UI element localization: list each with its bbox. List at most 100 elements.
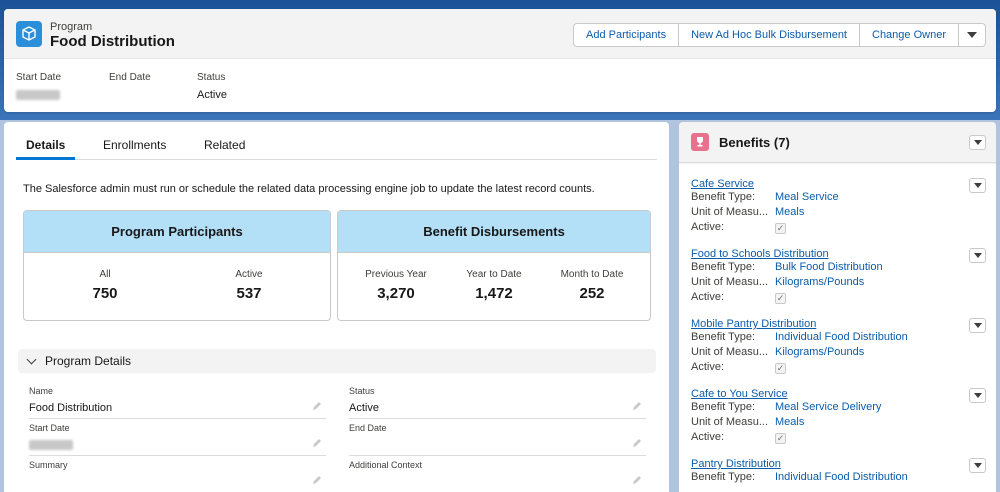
active-row: Active: ✓ — [691, 220, 991, 235]
benefit-type-row: Benefit Type: Individual Food Distributio… — [691, 330, 991, 345]
list-item: Food to Schools Distribution Benefit Typ… — [691, 248, 991, 305]
field-value: Food Distribution — [29, 402, 113, 414]
field-label: Start Date — [29, 423, 70, 433]
active-checkbox: ✓ — [775, 293, 786, 304]
stat-label: Active — [235, 269, 263, 280]
row-menu-button[interactable] — [969, 388, 986, 403]
benefits-menu-button[interactable] — [969, 135, 986, 150]
add-participants-button[interactable]: Add Participants — [574, 24, 680, 46]
row-label: Unit of Measu... — [691, 416, 769, 428]
tab-enrollments[interactable]: Enrollments — [103, 138, 167, 152]
row-label: Benefit Type: — [691, 401, 756, 413]
highlight-value-redacted — [16, 89, 61, 101]
unit-link[interactable]: Kilograms/Pounds — [775, 276, 865, 288]
benefit-type-link[interactable]: Meal Service — [775, 191, 839, 203]
pencil-icon[interactable] — [632, 401, 642, 411]
field-value-redacted — [29, 439, 326, 451]
section-title: Program Details — [45, 354, 132, 368]
unit-link[interactable]: Meals — [775, 206, 805, 218]
benefit-link[interactable]: Mobile Pantry Distribution — [691, 318, 817, 330]
field-label: Additional Context — [349, 460, 423, 470]
benefit-type-row: Benefit Type: Meal Service — [691, 190, 991, 205]
active-tab-indicator — [16, 157, 75, 160]
field-end-date: End Date — [349, 420, 646, 456]
field-status: Status Active — [349, 383, 646, 419]
unit-row: Unit of Measu... Kilograms/Pounds — [691, 275, 991, 290]
row-label: Unit of Measu... — [691, 276, 769, 288]
stat-year-to-date: Year to Date 1,472 — [444, 269, 544, 302]
row-label: Benefit Type: — [691, 331, 756, 343]
row-menu-button[interactable] — [969, 458, 986, 473]
benefit-type-link[interactable]: Meal Service Delivery — [775, 401, 882, 413]
chevron-down-icon — [973, 183, 982, 188]
chevron-down-icon — [973, 393, 982, 398]
notice-text: The Salesforce admin must run or schedul… — [23, 183, 595, 195]
pencil-icon[interactable] — [312, 438, 322, 448]
chevron-down-icon — [26, 354, 37, 364]
list-item: Cafe to You Service Benefit Type: Meal Se… — [691, 388, 991, 445]
active-checkbox: ✓ — [775, 433, 786, 444]
more-actions-button[interactable] — [959, 24, 985, 46]
row-label: Benefit Type: — [691, 261, 756, 273]
field-name: Name Food Distribution — [29, 383, 326, 419]
benefit-link[interactable]: Food to Schools Distribution — [691, 248, 829, 260]
tab-bar: Details Enrollments Related — [16, 122, 657, 160]
unit-row: Unit of Measu... Meals — [691, 415, 991, 430]
row-label: Active: — [691, 221, 725, 233]
pencil-icon[interactable] — [632, 438, 642, 448]
list-item: Mobile Pantry Distribution Benefit Type:… — [691, 318, 991, 375]
row-menu-button[interactable] — [969, 248, 986, 263]
field-label: Summary — [29, 460, 68, 470]
change-owner-button[interactable]: Change Owner — [860, 24, 959, 46]
tab-related[interactable]: Related — [204, 138, 246, 152]
active-checkbox: ✓ — [775, 363, 786, 374]
stat-value: 537 — [236, 285, 262, 302]
active-row: Active: ✓ — [691, 290, 991, 305]
chevron-down-icon — [973, 463, 982, 468]
benefit-disbursements-card: Benefit Disbursements Previous Year 3,27… — [337, 210, 651, 321]
highlight-start-date: Start Date — [16, 72, 61, 101]
benefit-type-link[interactable]: Bulk Food Distribution — [775, 261, 883, 273]
row-label: Benefit Type: — [691, 471, 756, 483]
row-menu-button[interactable] — [969, 178, 986, 193]
list-item: Cafe Service Benefit Type: Meal Service U… — [691, 178, 991, 235]
program-details-section-toggle[interactable]: Program Details — [18, 349, 656, 373]
new-ad-hoc-bulk-disbursement-button[interactable]: New Ad Hoc Bulk Disbursement — [679, 24, 860, 46]
unit-link[interactable]: Meals — [775, 416, 805, 428]
benefit-type-row: Benefit Type: Bulk Food Distribution — [691, 260, 991, 275]
stat-active: Active 537 — [199, 269, 299, 302]
list-item: Pantry Distribution Benefit Type: Individ… — [691, 458, 991, 485]
stat-previous-year: Previous Year 3,270 — [346, 269, 446, 302]
unit-link[interactable]: Kilograms/Pounds — [775, 346, 865, 358]
pencil-icon[interactable] — [312, 475, 322, 485]
benefit-type-link[interactable]: Individual Food Distribution — [775, 471, 908, 483]
benefit-link[interactable]: Cafe Service — [691, 178, 754, 190]
row-label: Unit of Measu... — [691, 206, 769, 218]
benefit-type-row: Benefit Type: Meal Service Delivery — [691, 400, 991, 415]
row-label: Unit of Measu... — [691, 346, 769, 358]
benefits-header: Benefits (7) — [679, 122, 996, 163]
row-menu-button[interactable] — [969, 318, 986, 333]
highlight-end-date: End Date — [109, 72, 151, 89]
field-label: Name — [29, 386, 54, 396]
stat-value: 750 — [92, 285, 118, 302]
tab-details[interactable]: Details — [26, 138, 66, 152]
record-name: Food Distribution — [50, 33, 175, 50]
benefit-type-link[interactable]: Individual Food Distribution — [775, 331, 908, 343]
benefit-link[interactable]: Cafe to You Service — [691, 388, 788, 400]
active-row: Active: ✓ — [691, 360, 991, 375]
unit-row: Unit of Measu... Meals — [691, 205, 991, 220]
stat-label: Previous Year — [365, 269, 427, 280]
highlight-status: Status Active — [197, 72, 227, 101]
pencil-icon[interactable] — [312, 401, 322, 411]
stat-label: Year to Date — [466, 269, 522, 280]
stat-value: 1,472 — [475, 285, 513, 302]
highlight-label: End Date — [109, 72, 151, 83]
pencil-icon[interactable] — [632, 475, 642, 485]
highlight-label: Status — [197, 72, 226, 83]
stat-month-to-date: Month to Date 252 — [542, 269, 642, 302]
trophy-icon — [691, 133, 709, 151]
benefit-link[interactable]: Pantry Distribution — [691, 458, 781, 470]
row-label: Active: — [691, 361, 725, 373]
field-label: End Date — [349, 423, 387, 433]
